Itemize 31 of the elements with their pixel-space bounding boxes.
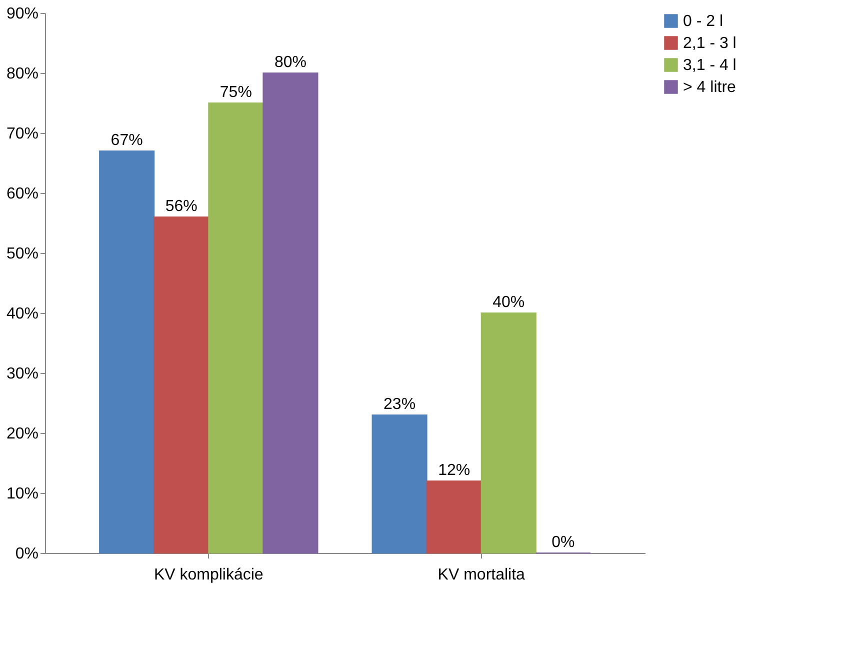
data-label: 0% xyxy=(552,534,575,551)
bar xyxy=(480,312,536,554)
y-tick-label: 60% xyxy=(6,186,38,202)
y-tick-label: 30% xyxy=(6,366,38,382)
data-label: 67% xyxy=(110,132,143,149)
legend-label: 2,1 - 3 l xyxy=(683,35,736,52)
x-tick-label: KV komplikácie xyxy=(154,566,264,584)
data-label: 80% xyxy=(274,54,306,71)
bar xyxy=(208,102,264,554)
data-label: 12% xyxy=(438,462,470,479)
data-label: 75% xyxy=(220,84,252,101)
y-tick-label: 20% xyxy=(6,426,38,442)
legend-label: 3,1 - 4 l xyxy=(683,57,736,74)
y-tick-label: 50% xyxy=(6,246,38,262)
data-label: 56% xyxy=(165,198,198,215)
data-label: 40% xyxy=(492,294,525,311)
y-tick-label: 0% xyxy=(15,546,38,562)
legend-label: 0 - 2 l xyxy=(683,13,724,30)
bar xyxy=(426,480,482,554)
y-tick-label: 70% xyxy=(6,126,38,142)
bar xyxy=(154,216,210,554)
y-tick-label: 40% xyxy=(6,306,38,322)
bar xyxy=(372,414,428,554)
y-tick-label: 80% xyxy=(6,66,38,82)
x-tick-label: KV mortalita xyxy=(438,566,526,584)
y-tick-label: 10% xyxy=(6,486,38,502)
legend-label: > 4 litre xyxy=(683,79,736,96)
bar xyxy=(262,72,318,554)
data-label: 23% xyxy=(384,396,416,413)
y-tick-label: 90% xyxy=(6,6,38,22)
bar xyxy=(99,150,155,554)
